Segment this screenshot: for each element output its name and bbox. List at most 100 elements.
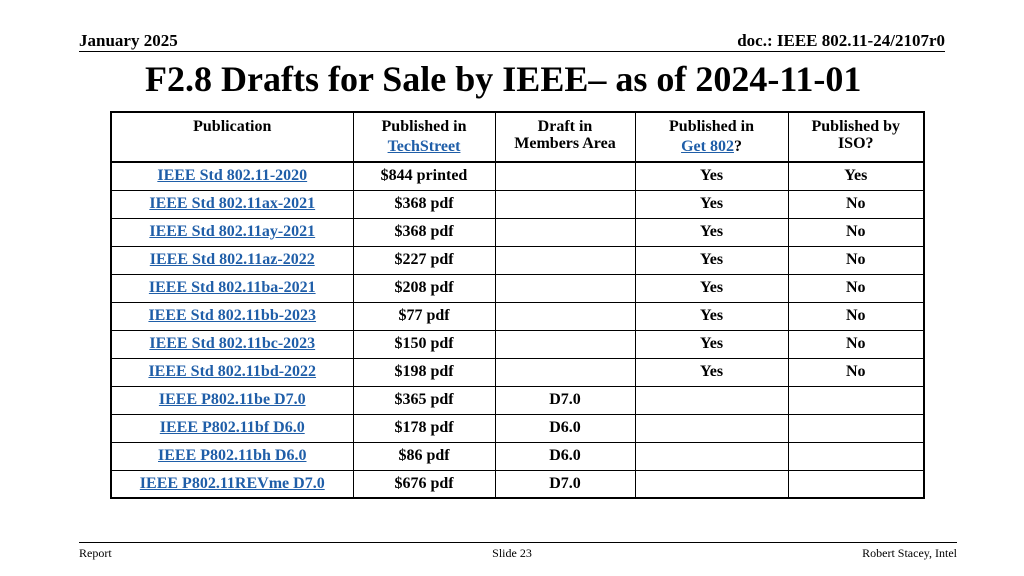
cell-get802 <box>634 469 789 499</box>
cell-techstreet: $844 printed <box>352 161 496 191</box>
table-row: IEEE Std 802.11bd-2022 $198 pdf Yes No <box>110 357 925 387</box>
cell-get802: Yes <box>634 301 789 331</box>
publication-link[interactable]: IEEE Std 802.11bb-2023 <box>148 307 317 324</box>
header-publication-label: Publication <box>193 118 272 135</box>
table-row: IEEE Std 802.11ba-2021 $208 pdf Yes No <box>110 273 925 303</box>
cell-members <box>494 329 636 359</box>
cell-publication: IEEE Std 802.11bd-2022 <box>110 357 354 387</box>
footer-author: Robert Stacey, Intel <box>862 546 957 560</box>
cell-techstreet: $86 pdf <box>352 441 496 471</box>
cell-iso: No <box>787 217 925 247</box>
table-row: IEEE P802.11REVme D7.0 $676 pdf D7.0 <box>110 469 925 499</box>
table-row: IEEE Std 802.11-2020 $844 printed Yes Ye… <box>110 161 925 191</box>
publication-link[interactable]: IEEE P802.11bh D6.0 <box>158 447 307 464</box>
publication-link[interactable]: IEEE Std 802.11ba-2021 <box>148 279 316 296</box>
publication-link[interactable]: IEEE Std 802.11-2020 <box>157 167 308 185</box>
header-date: January 2025 <box>79 31 178 50</box>
publication-link[interactable]: IEEE P802.11REVme D7.0 <box>139 474 325 492</box>
table-row: IEEE Std 802.11ay-2021 $368 pdf Yes No <box>110 217 925 247</box>
cell-members: D6.0 <box>494 413 636 443</box>
table-row: IEEE P802.11be D7.0 $365 pdf D7.0 <box>110 385 925 415</box>
table-row: IEEE Std 802.11bc-2023 $150 pdf Yes No <box>110 329 925 359</box>
cell-iso <box>787 469 925 499</box>
cell-iso: No <box>787 189 925 219</box>
cell-publication: IEEE P802.11be D7.0 <box>110 385 354 415</box>
techstreet-link[interactable]: TechStreet <box>387 138 461 155</box>
header-iso-line1: Published by <box>811 118 900 135</box>
cell-members <box>494 357 636 387</box>
cell-techstreet: $365 pdf <box>352 385 496 415</box>
cell-members <box>494 273 636 303</box>
header-rule <box>79 51 945 52</box>
cell-iso <box>787 385 925 415</box>
cell-members <box>494 301 636 331</box>
header-members-line1: Draft in <box>537 118 593 135</box>
table-header-row: Publication Published in TechStreet Draf… <box>110 111 925 163</box>
table-row: IEEE Std 802.11ax-2021 $368 pdf Yes No <box>110 189 925 219</box>
cell-get802: Yes <box>634 189 789 219</box>
cell-get802: Yes <box>634 217 789 247</box>
publication-link[interactable]: IEEE Std 802.11az-2022 <box>149 251 315 268</box>
cell-techstreet: $676 pdf <box>352 469 496 499</box>
cell-techstreet: $368 pdf <box>352 217 496 247</box>
cell-get802: Yes <box>634 273 789 303</box>
header-doc-number: doc.: IEEE 802.11-24/2107r0 <box>737 31 945 50</box>
table-row: IEEE P802.11bh D6.0 $86 pdf D6.0 <box>110 441 925 471</box>
cell-iso: No <box>787 357 925 387</box>
cell-publication: IEEE P802.11bf D6.0 <box>110 413 354 443</box>
publication-link[interactable]: IEEE P802.11bf D6.0 <box>159 419 305 436</box>
cell-techstreet: $368 pdf <box>352 189 496 219</box>
cell-publication: IEEE P802.11REVme D7.0 <box>110 469 354 499</box>
cell-techstreet: $150 pdf <box>352 329 496 359</box>
cell-iso: No <box>787 301 925 331</box>
cell-get802 <box>634 413 789 443</box>
cell-publication: IEEE Std 802.11ax-2021 <box>110 189 354 219</box>
cell-members: D6.0 <box>494 441 636 471</box>
table-row: IEEE P802.11bf D6.0 $178 pdf D6.0 <box>110 413 925 443</box>
header-members-area: Draft in Members Area <box>494 111 636 163</box>
cell-publication: IEEE Std 802.11ay-2021 <box>110 217 354 247</box>
footer-slide-number: Slide 23 <box>492 546 532 560</box>
publications-table: Publication Published in TechStreet Draf… <box>110 111 925 499</box>
cell-techstreet: $198 pdf <box>352 357 496 387</box>
cell-publication: IEEE P802.11bh D6.0 <box>110 441 354 471</box>
cell-iso <box>787 441 925 471</box>
header-iso: Published by ISO? <box>787 111 925 163</box>
cell-get802 <box>634 385 789 415</box>
cell-get802: Yes <box>634 245 789 275</box>
cell-techstreet: $178 pdf <box>352 413 496 443</box>
header-members-line2: Members Area <box>514 135 616 152</box>
publication-link[interactable]: IEEE Std 802.11ax-2021 <box>149 195 316 212</box>
cell-iso <box>787 413 925 443</box>
footer-rule <box>79 542 957 543</box>
cell-techstreet: $77 pdf <box>352 301 496 331</box>
publication-link[interactable]: IEEE Std 802.11bc-2023 <box>149 335 316 352</box>
cell-techstreet: $208 pdf <box>352 273 496 303</box>
get802-link[interactable]: Get 802 <box>681 138 734 155</box>
cell-iso: Yes <box>787 161 925 191</box>
cell-members: D7.0 <box>494 385 636 415</box>
cell-members <box>494 217 636 247</box>
header-get802-label: Published in <box>669 118 754 135</box>
publication-link[interactable]: IEEE Std 802.11bd-2022 <box>148 363 317 380</box>
cell-publication: IEEE Std 802.11-2020 <box>110 161 354 191</box>
header-iso-line2: ISO? <box>837 135 874 152</box>
table-row: IEEE Std 802.11az-2022 $227 pdf Yes No <box>110 245 925 275</box>
cell-publication: IEEE Std 802.11az-2022 <box>110 245 354 275</box>
table-row: IEEE Std 802.11bb-2023 $77 pdf Yes No <box>110 301 925 331</box>
cell-iso: No <box>787 329 925 359</box>
cell-iso: No <box>787 245 925 275</box>
header-publication: Publication <box>110 111 354 163</box>
cell-publication: IEEE Std 802.11bb-2023 <box>110 301 354 331</box>
header-techstreet-label: Published in <box>381 118 467 135</box>
cell-get802: Yes <box>634 161 789 191</box>
publication-link[interactable]: IEEE P802.11be D7.0 <box>158 391 306 408</box>
slide-title: F2.8 Drafts for Sale by IEEE– as of 2024… <box>145 59 862 99</box>
cell-members <box>494 161 636 191</box>
header-techstreet: Published in TechStreet <box>352 111 496 163</box>
cell-get802: Yes <box>634 329 789 359</box>
header-get802: Published in Get 802? <box>634 111 789 163</box>
publication-link[interactable]: IEEE Std 802.11ay-2021 <box>149 223 316 240</box>
cell-iso: No <box>787 273 925 303</box>
cell-members <box>494 189 636 219</box>
